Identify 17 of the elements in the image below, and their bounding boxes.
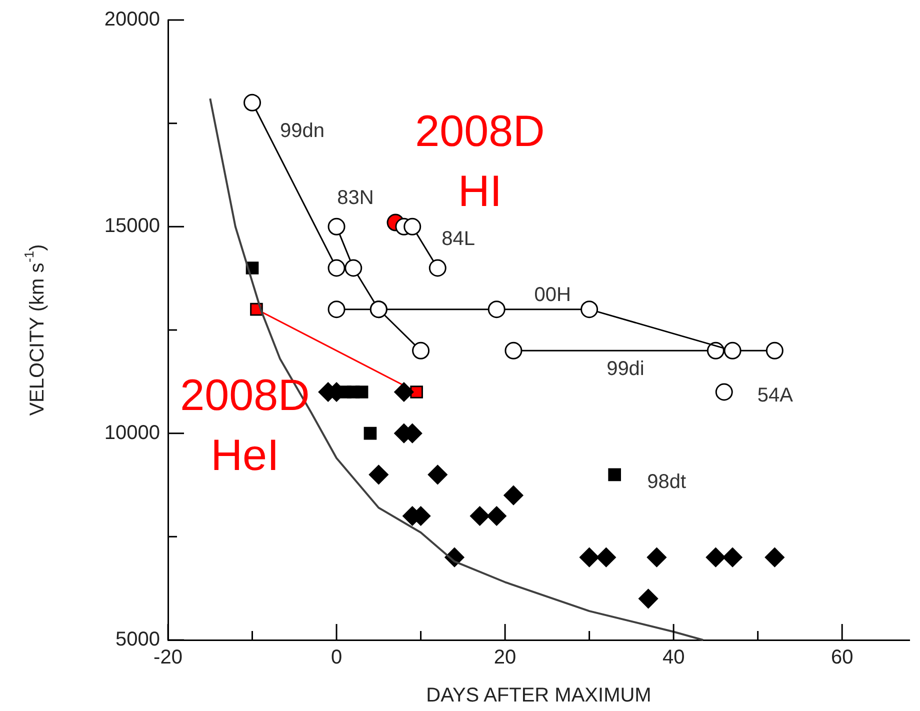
y-axis-title: VELOCITY (km s-1) [22,244,49,416]
x-tick-label: 60 [830,646,854,669]
series-label: 84L [442,228,476,250]
series-label: 99di [606,358,644,380]
series-label: 99dn [280,120,325,142]
series-label: 98dt [647,471,686,494]
x-axis-title: DAYS AFTER MAXIMUM [426,684,652,707]
series-label: 00H [534,284,571,306]
annotation: 2008D HI [415,107,545,216]
x-tick-label: 0 [330,646,342,669]
y-tick-label: 10000 [104,422,160,444]
y-tick-label: 20000 [104,8,160,31]
series-label: 83N [337,187,374,210]
series-label: 54A [757,384,794,407]
x-tick-label: 40 [662,646,685,669]
x-tick-label: 20 [494,646,516,669]
y-tick-label: 15000 [104,215,160,238]
